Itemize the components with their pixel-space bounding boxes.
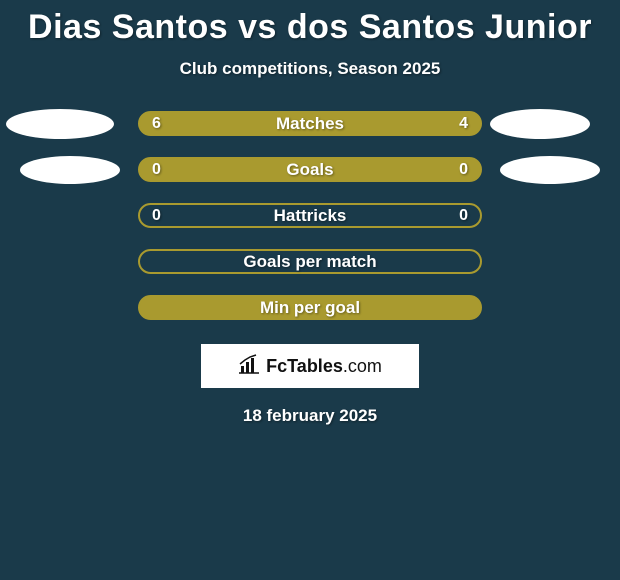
stat-label: Matches [276,114,344,134]
logo-box: FcTables.com [201,344,419,388]
stat-label: Min per goal [260,298,360,318]
left-value: 6 [152,115,161,133]
left-value: 0 [152,161,161,179]
stat-bar: 0 Hattricks 0 [138,203,482,228]
stat-label: Hattricks [274,206,347,226]
right-value-ellipse [490,109,590,139]
stat-bar: 6 Matches 4 [138,111,482,136]
footer-date: 18 february 2025 [0,406,620,426]
right-value: 4 [459,115,468,133]
page-subtitle: Club competitions, Season 2025 [0,59,620,79]
comparison-row: 6 Matches 4 [0,111,620,136]
right-value-ellipse [500,156,600,184]
stat-bar: 0 Goals 0 [138,157,482,182]
stat-label: Goals [286,160,333,180]
comparison-row: Goals per match [0,249,620,274]
stat-bar: Goals per match [138,249,482,274]
left-value-ellipse [6,109,114,139]
comparison-row: 0 Hattricks 0 [0,203,620,228]
stat-bar: Min per goal [138,295,482,320]
left-value-ellipse [20,156,120,184]
comparison-row: 0 Goals 0 [0,157,620,182]
left-value: 0 [152,207,161,225]
right-value: 0 [459,207,468,225]
stat-label: Goals per match [243,252,376,272]
bar-chart-icon [238,354,260,379]
right-value: 0 [459,161,468,179]
logo-brand-name: FcTables [266,356,343,376]
comparison-row: Min per goal [0,295,620,320]
page-title: Dias Santos vs dos Santos Junior [0,0,620,47]
logo-brand-suffix: .com [343,356,382,376]
comparison-infographic: Dias Santos vs dos Santos Junior Club co… [0,0,620,580]
comparison-rows: 6 Matches 4 0 Goals 0 0 Hattricks 0 Goals per mat… [0,111,620,320]
